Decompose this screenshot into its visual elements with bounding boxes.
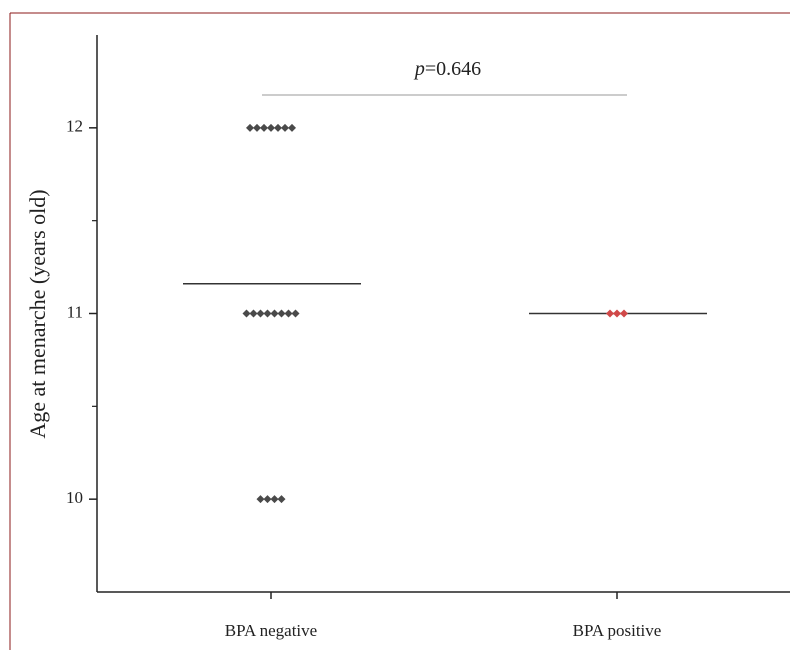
- x-tick-label: BPA negative: [225, 621, 317, 640]
- p-symbol: p: [413, 58, 425, 80]
- data-point: [256, 309, 265, 318]
- data-point: [260, 123, 268, 132]
- x-tick-label: BPA positive: [573, 621, 662, 640]
- data-point: [246, 123, 254, 132]
- y-axis-label: Age at menarche (years old): [25, 189, 50, 438]
- data-point: [256, 495, 265, 504]
- data-point: [242, 309, 251, 318]
- data-point: [270, 309, 279, 318]
- data-point: [281, 123, 289, 132]
- data-point: [288, 123, 296, 132]
- data-point: [620, 309, 628, 318]
- data-point: [263, 309, 272, 318]
- p-text: =0.646: [425, 58, 481, 80]
- data-point: [274, 123, 282, 132]
- y-tick-label: 11: [67, 302, 83, 321]
- data-point: [284, 309, 293, 318]
- data-point: [277, 495, 286, 504]
- p-value: p=0.646: [413, 58, 481, 80]
- data-point: [613, 309, 621, 318]
- data-point: [263, 495, 272, 504]
- data-point: [277, 309, 286, 318]
- y-tick-label: 12: [66, 117, 83, 136]
- data-point: [291, 309, 300, 318]
- data-point: [249, 309, 258, 318]
- data-point: [270, 495, 279, 504]
- data-point: [253, 123, 261, 132]
- y-tick-label: 10: [66, 488, 83, 507]
- data-point: [267, 123, 275, 132]
- data-point: [606, 309, 614, 318]
